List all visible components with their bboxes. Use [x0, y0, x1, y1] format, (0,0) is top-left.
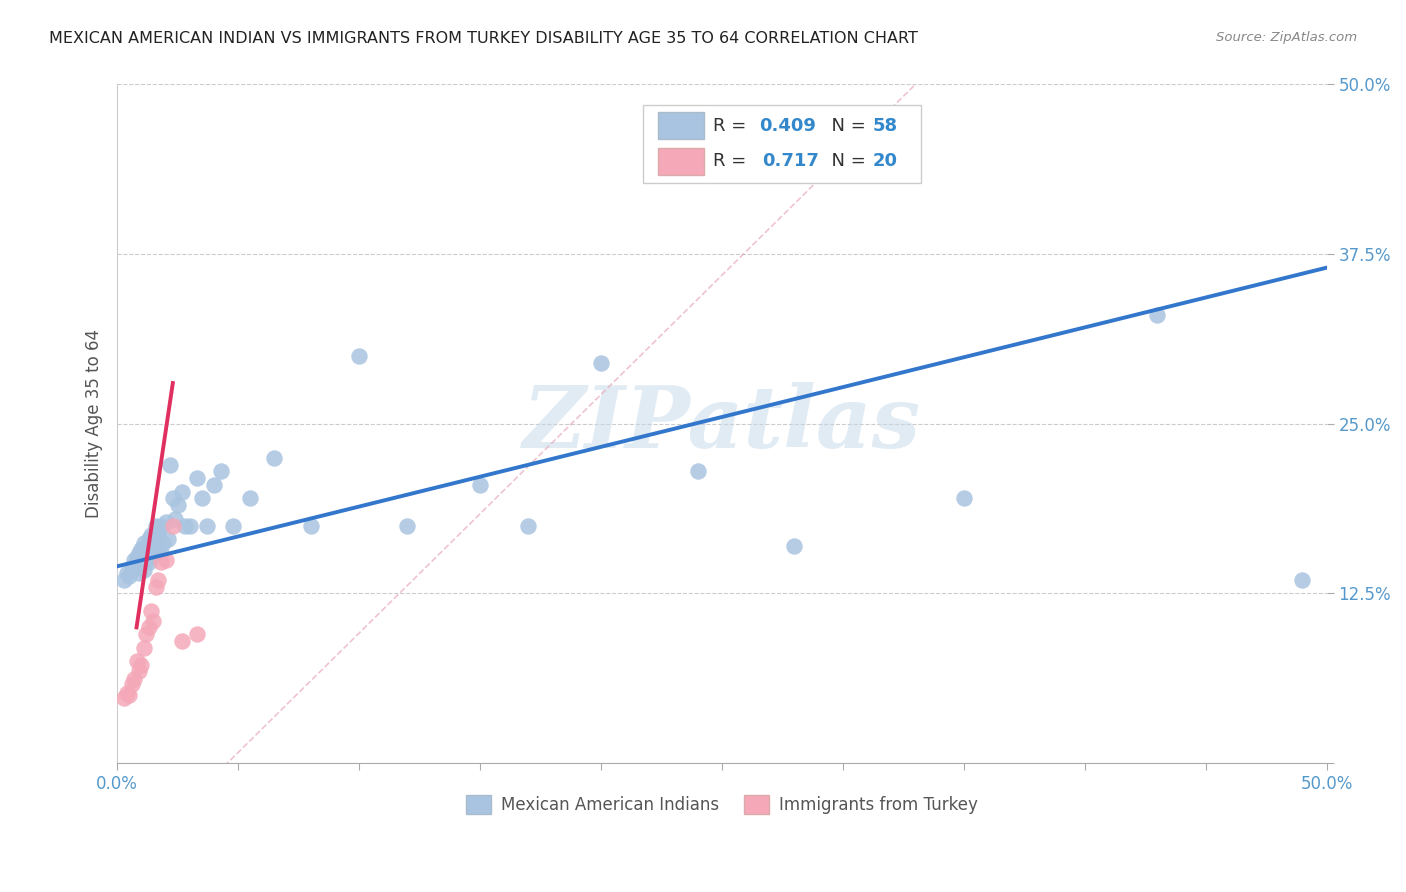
Point	[952, 491, 974, 506]
Point	[139, 528, 162, 542]
Point	[159, 458, 181, 472]
Point	[468, 478, 491, 492]
Text: R =: R =	[713, 117, 752, 135]
Point	[121, 677, 143, 691]
Point	[122, 552, 145, 566]
Point	[142, 536, 165, 550]
Point	[145, 518, 167, 533]
Point	[347, 349, 370, 363]
Point	[166, 498, 188, 512]
Point	[149, 555, 172, 569]
Point	[139, 604, 162, 618]
Point	[165, 512, 187, 526]
Point	[114, 690, 136, 705]
Point	[396, 518, 419, 533]
Text: ZIPatlas: ZIPatlas	[523, 382, 921, 466]
Point	[299, 518, 322, 533]
FancyBboxPatch shape	[644, 104, 921, 183]
Point	[152, 536, 174, 550]
Point	[202, 478, 225, 492]
Y-axis label: Disability Age 35 to 64: Disability Age 35 to 64	[86, 329, 103, 518]
Point	[263, 450, 285, 465]
Point	[122, 672, 145, 686]
Point	[686, 464, 709, 478]
Point	[128, 546, 150, 560]
Text: 58: 58	[873, 117, 898, 135]
Point	[132, 536, 155, 550]
Point	[517, 518, 540, 533]
Point	[148, 573, 170, 587]
Point	[138, 620, 160, 634]
Point	[186, 471, 208, 485]
Point	[191, 491, 214, 506]
Point	[589, 356, 612, 370]
Point	[149, 518, 172, 533]
Point	[148, 528, 170, 542]
Point	[131, 541, 153, 556]
Point	[114, 573, 136, 587]
Text: 0.409: 0.409	[759, 117, 817, 135]
Text: MEXICAN AMERICAN INDIAN VS IMMIGRANTS FROM TURKEY DISABILITY AGE 35 TO 64 CORREL: MEXICAN AMERICAN INDIAN VS IMMIGRANTS FR…	[49, 31, 918, 46]
Point	[239, 491, 262, 506]
Point	[142, 614, 165, 628]
Text: N =: N =	[820, 117, 872, 135]
Point	[145, 532, 167, 546]
Point	[131, 658, 153, 673]
Point	[142, 546, 165, 560]
Point	[149, 546, 172, 560]
Point	[125, 555, 148, 569]
FancyBboxPatch shape	[658, 112, 704, 139]
Point	[128, 566, 150, 580]
Point	[139, 549, 162, 564]
Point	[138, 532, 160, 546]
Text: N =: N =	[820, 153, 872, 170]
Point	[783, 539, 806, 553]
Point	[155, 552, 177, 566]
Point	[132, 640, 155, 655]
Point	[138, 541, 160, 556]
Point	[172, 484, 194, 499]
Point	[1291, 573, 1313, 587]
Point	[132, 563, 155, 577]
Text: R =: R =	[713, 153, 758, 170]
Point	[138, 555, 160, 569]
Point	[162, 518, 184, 533]
Point	[186, 627, 208, 641]
Point	[209, 464, 232, 478]
Point	[135, 552, 157, 566]
Text: 20: 20	[873, 153, 898, 170]
Point	[172, 634, 194, 648]
Point	[1146, 308, 1168, 322]
Point	[135, 546, 157, 560]
Point	[162, 491, 184, 506]
Point	[222, 518, 245, 533]
Text: 0.717: 0.717	[762, 153, 818, 170]
Text: Source: ZipAtlas.com: Source: ZipAtlas.com	[1216, 31, 1357, 45]
Point	[125, 549, 148, 564]
Point	[155, 515, 177, 529]
Point	[115, 685, 138, 699]
FancyBboxPatch shape	[658, 147, 704, 175]
Point	[131, 555, 153, 569]
Point	[125, 654, 148, 668]
Point	[128, 664, 150, 678]
Point	[174, 518, 197, 533]
Point	[122, 559, 145, 574]
Point	[118, 688, 141, 702]
Point	[179, 518, 201, 533]
Point	[156, 532, 179, 546]
Legend: Mexican American Indians, Immigrants from Turkey: Mexican American Indians, Immigrants fro…	[457, 787, 986, 822]
Point	[148, 541, 170, 556]
Point	[195, 518, 218, 533]
Point	[121, 563, 143, 577]
Point	[135, 627, 157, 641]
Point	[118, 569, 141, 583]
Point	[145, 580, 167, 594]
Point	[115, 566, 138, 580]
